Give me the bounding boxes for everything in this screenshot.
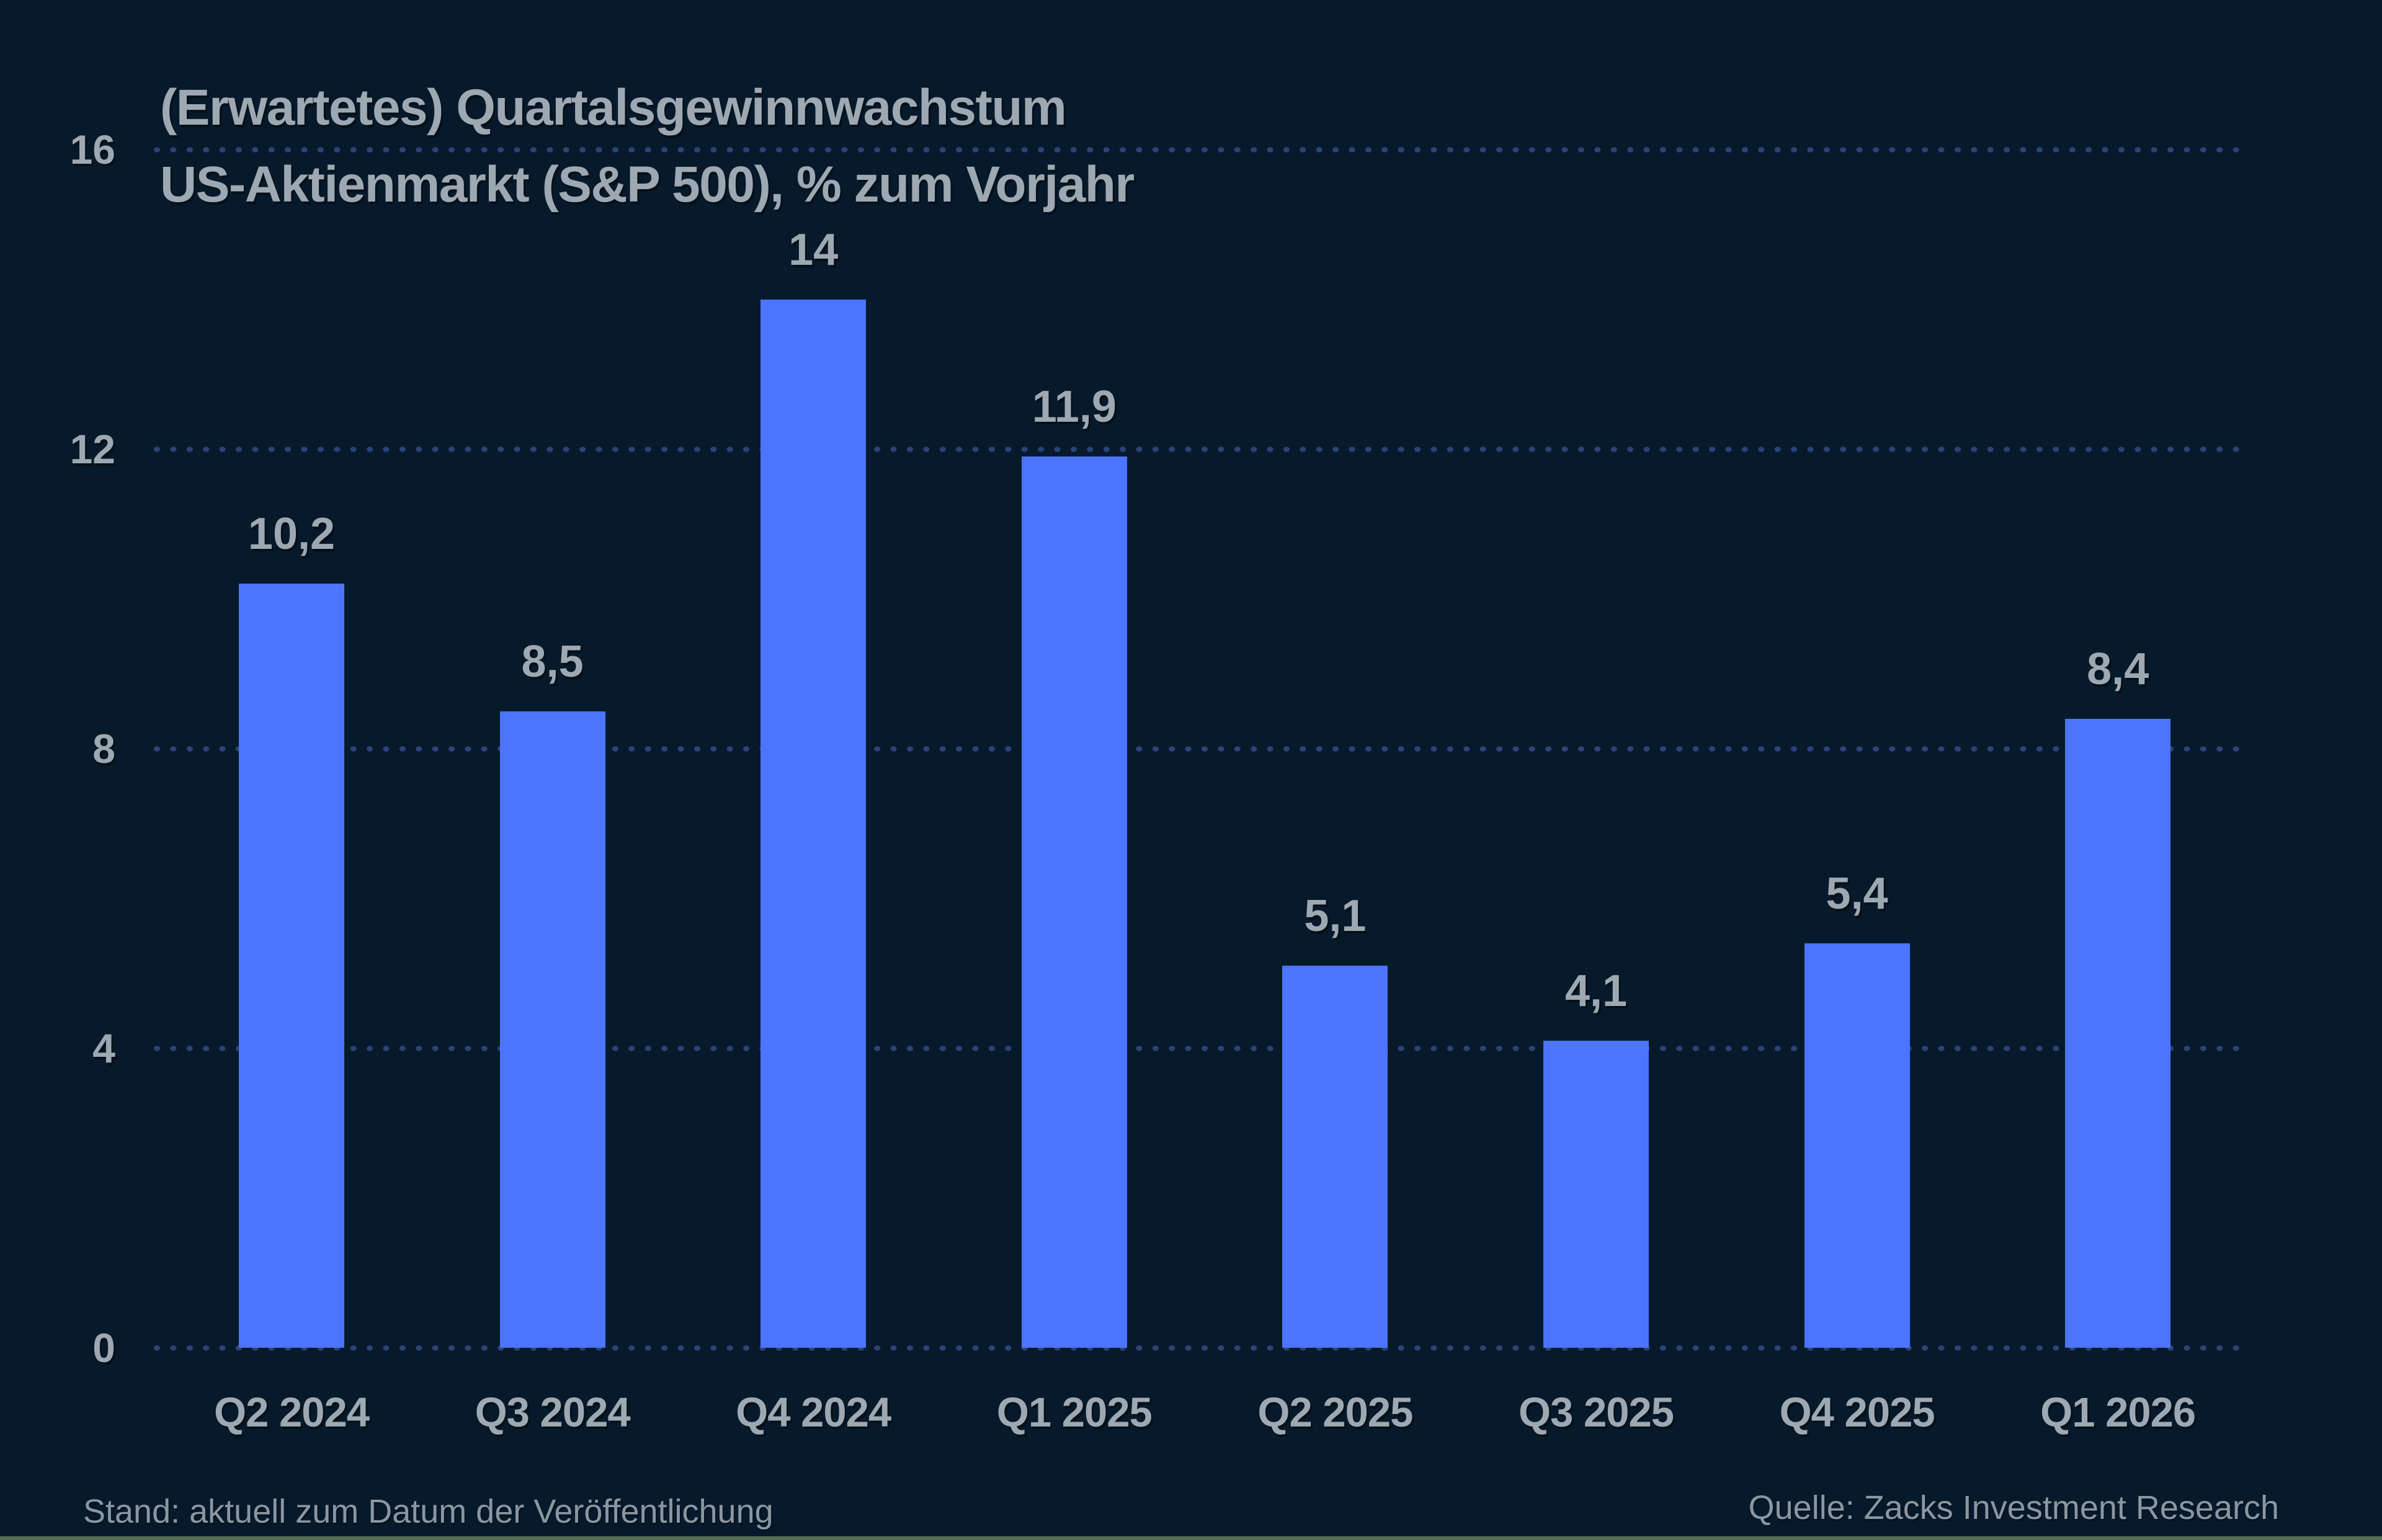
x-tick-label: Q3 2025 [1518, 1389, 1674, 1436]
bar-value-label: 11,9 [1032, 382, 1117, 432]
bar-q2-2024 [239, 584, 344, 1348]
gridline-y12 [149, 445, 2243, 453]
bar-value-label: 8,4 [2087, 644, 2149, 694]
y-tick-label: 16 [69, 127, 115, 172]
x-tick-label: Q2 2025 [1257, 1389, 1413, 1436]
bar-q1-2026 [2065, 718, 2171, 1348]
bar-q2-2025 [1282, 966, 1388, 1348]
gridline-y8 [149, 745, 2243, 752]
bar-value-label: 8,5 [521, 636, 584, 687]
y-tick-label: 4 [92, 1025, 115, 1071]
bar-q3-2025 [1543, 1040, 1649, 1348]
bottom-accent-strip [0, 1536, 2382, 1540]
bar-q4-2024 [761, 299, 867, 1348]
x-tick-label: Q3 2024 [475, 1389, 631, 1436]
x-tick-label: Q4 2024 [736, 1389, 891, 1436]
y-tick-label: 12 [69, 426, 115, 472]
bar-q1-2025 [1021, 456, 1127, 1348]
bar-value-label: 5,4 [1826, 868, 1888, 919]
status-note: Stand: aktuell zum Datum der Veröffentli… [83, 1493, 774, 1530]
source-note: Quelle: Zacks Investment Research [1748, 1489, 2279, 1526]
bar-value-label: 10,2 [248, 509, 336, 559]
y-tick-label: 8 [92, 726, 115, 772]
x-tick-label: Q1 2025 [996, 1389, 1153, 1436]
bar-value-label: 4,1 [1564, 966, 1628, 1016]
gridline-y0 [149, 1344, 2243, 1351]
y-tick-label: 0 [92, 1325, 115, 1371]
x-tick-label: Q4 2025 [1779, 1389, 1935, 1436]
gridline-y16 [149, 146, 2243, 153]
chart-title: (Erwartetes) Quartalsgewinnwachstum US-A… [160, 69, 1135, 223]
chart-title-line2: US-Aktienmarkt (S&P 500), % zum Vorjahr [160, 156, 1135, 213]
x-tick-label: Q2 2024 [213, 1389, 370, 1436]
bar-value-label: 14 [788, 225, 839, 275]
bar-q4-2025 [1804, 943, 1910, 1348]
x-tick-label: Q1 2026 [2040, 1389, 2196, 1436]
chart-title-line1: (Erwartetes) Quartalsgewinnwachstum [160, 79, 1067, 136]
bar-q3-2024 [499, 711, 605, 1348]
gridline-y4 [149, 1044, 2243, 1052]
bar-value-label: 5,1 [1304, 891, 1367, 941]
